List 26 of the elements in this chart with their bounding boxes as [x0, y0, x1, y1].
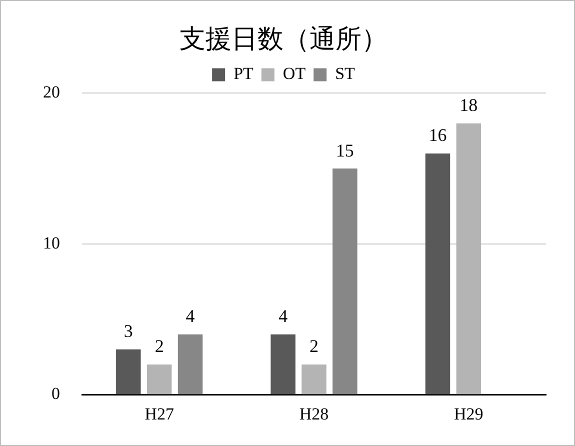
data-label: 3	[124, 321, 133, 342]
bar	[456, 123, 482, 394]
x-tick-label: H28	[299, 404, 329, 424]
data-label: 16	[428, 125, 447, 146]
data-label: 15	[336, 140, 354, 160]
legend-label: OT	[282, 64, 306, 84]
bar	[116, 349, 141, 394]
data-label: 18	[460, 95, 478, 116]
legend-label: ST	[335, 64, 356, 84]
y-tick-label: 10	[43, 233, 60, 252]
bar	[270, 334, 296, 394]
data-label: 2	[154, 336, 164, 356]
y-tick-label: 0	[52, 384, 60, 404]
data-label: 4	[186, 306, 195, 326]
x-tick-label: H27	[144, 404, 174, 424]
y-tick-label: 20	[43, 82, 60, 102]
data-label: 4	[278, 306, 288, 326]
x-tick-label: H29	[454, 404, 484, 424]
bar	[178, 334, 203, 394]
bar	[302, 364, 326, 394]
data-label: 2	[310, 336, 318, 356]
bar	[425, 153, 450, 394]
bar	[332, 168, 358, 394]
legend-label: PT	[234, 64, 254, 84]
chart-title: 支援日数（通所）	[180, 24, 388, 54]
bar	[146, 364, 172, 394]
